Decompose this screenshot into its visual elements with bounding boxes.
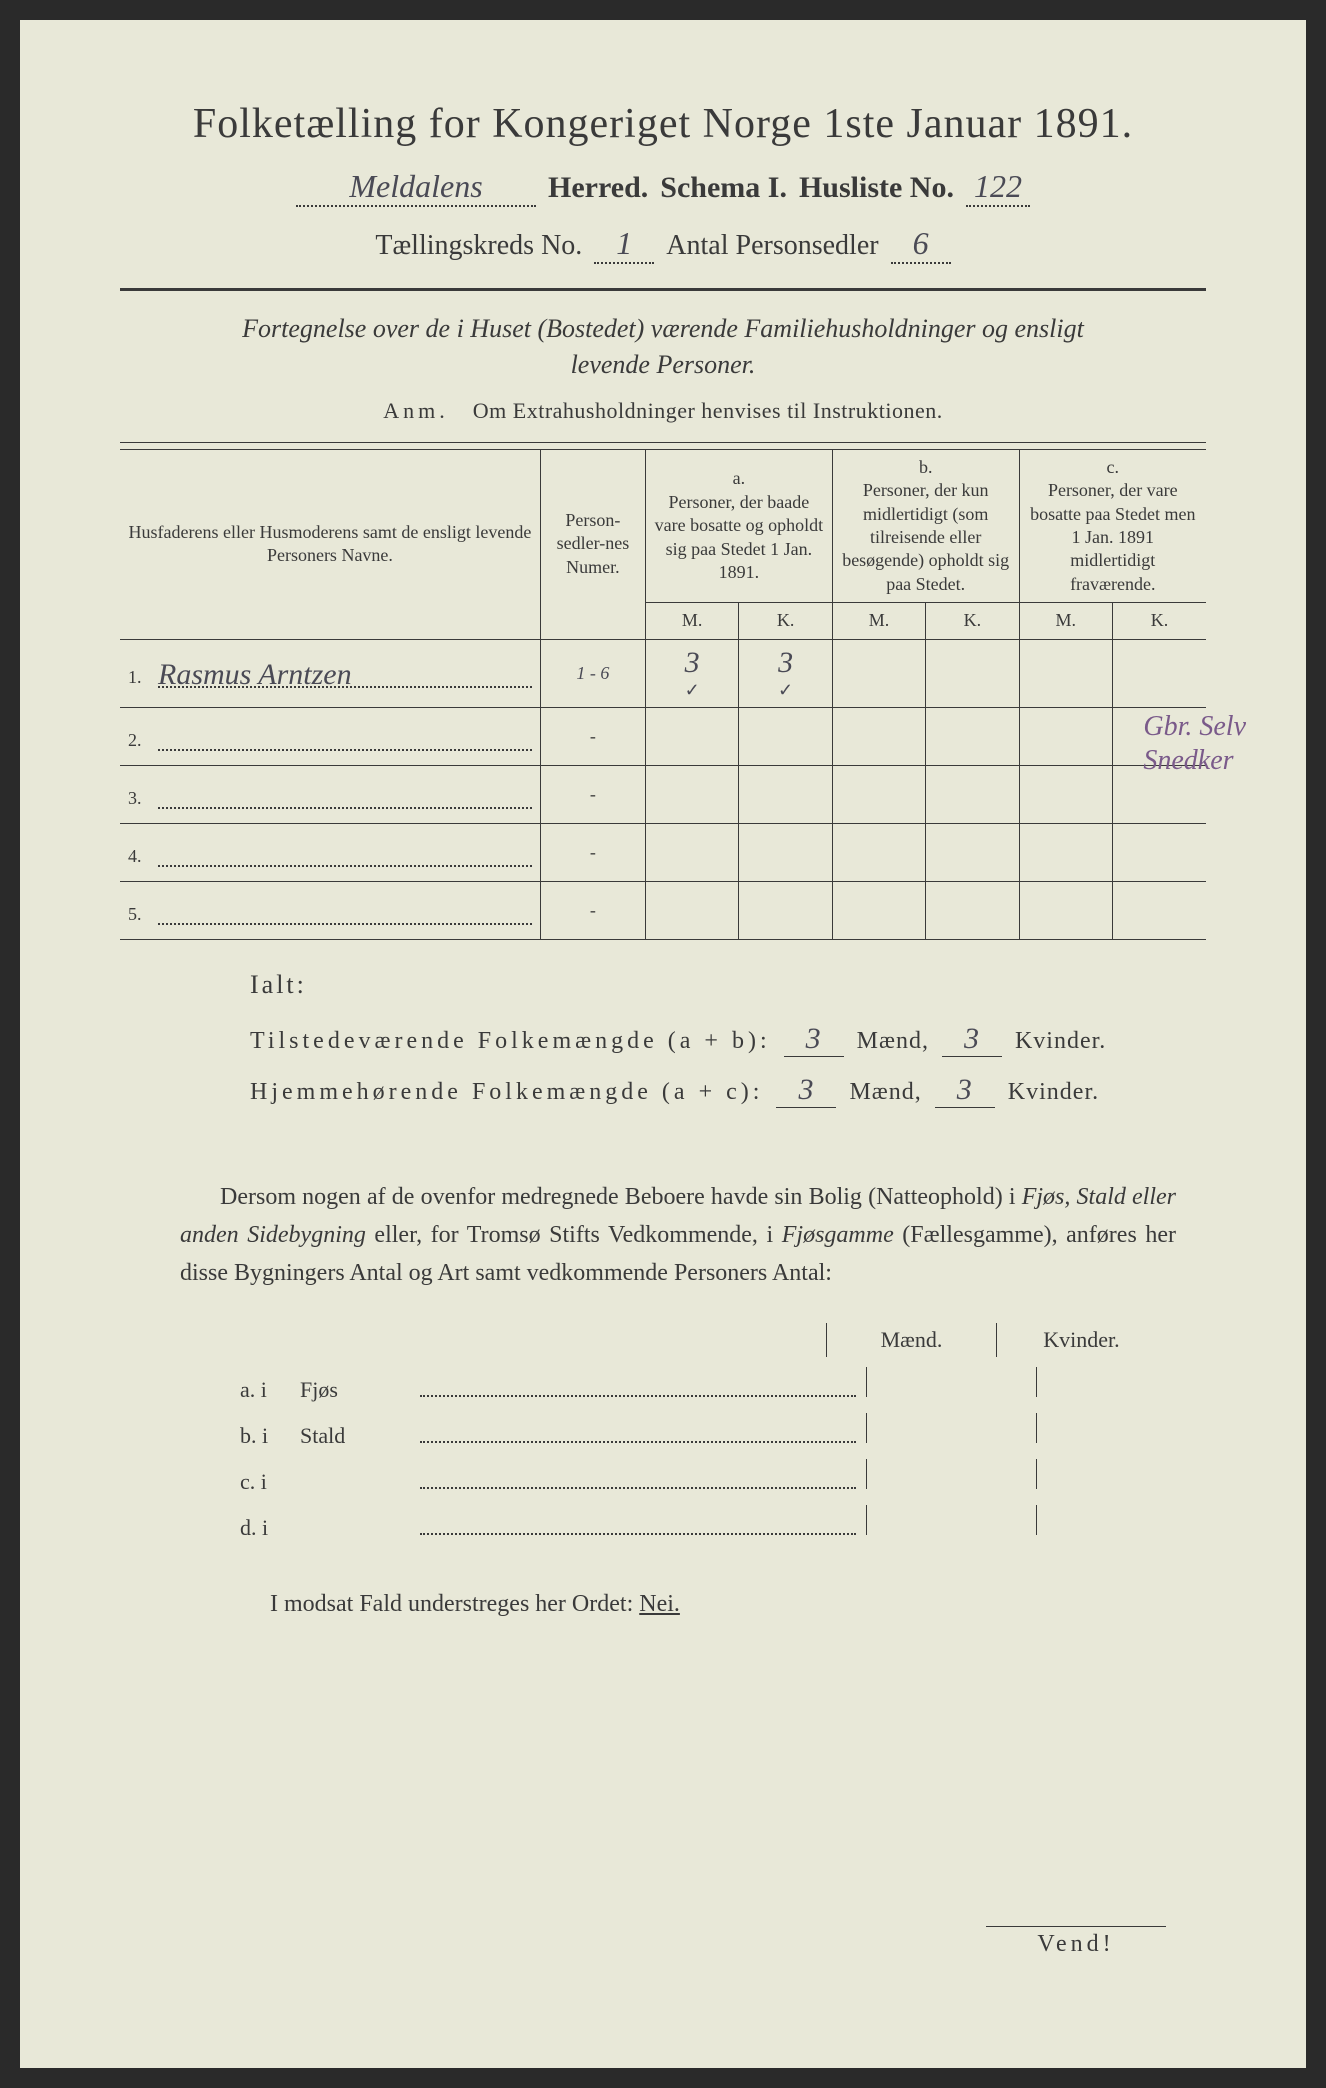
mk-row: a. i Fjøs	[240, 1367, 1206, 1403]
header-line-3: Tællingskreds No. 1 Antal Personsedler 6	[120, 225, 1206, 264]
antal-label: Antal Personsedler	[666, 230, 878, 262]
ak-cell: 3✓	[739, 639, 832, 707]
table-row: 4. -	[120, 823, 1206, 881]
subtitle: Fortegnelse over de i Huset (Bostedet) v…	[200, 311, 1126, 384]
col-header-a: a. Personer, der baade vare bosatte og o…	[645, 449, 832, 602]
vend-label: Vend!	[986, 1926, 1166, 1958]
herred-label: Herred.	[548, 171, 648, 205]
ialt-line-2: Hjemmehørende Folkemængde (a + c): 3 Mæn…	[250, 1073, 1206, 1108]
col-c-m: M.	[1019, 603, 1112, 639]
nei-line: I modsat Fald understreges her Ordet: Ne…	[270, 1591, 1206, 1618]
col-header-name: Husfaderens eller Husmoderens samt de en…	[120, 449, 540, 639]
col-a-k: K.	[739, 603, 832, 639]
col-header-b: b. Personer, der kun midlertidigt (som t…	[832, 449, 1019, 602]
ialt-2-k: 3	[935, 1073, 995, 1108]
pnum-cell: 1 - 6	[540, 639, 645, 707]
mk-maend: Mænd.	[826, 1323, 996, 1357]
divider	[120, 288, 1206, 291]
mk-kvinder: Kvinder.	[996, 1323, 1166, 1357]
kreds-label: Tællingskreds No.	[375, 230, 582, 262]
ialt-1-k: 3	[942, 1022, 1002, 1057]
annotation-line: Anm. Om Extrahusholdninger henvises til …	[120, 398, 1206, 424]
husliste-field: 122	[966, 168, 1030, 207]
page-title: Folketælling for Kongeriget Norge 1ste J…	[120, 100, 1206, 148]
col-b-k: K.	[926, 603, 1019, 639]
building-table: Mænd. Kvinder. a. i Fjøs b. i Stald c. i…	[240, 1323, 1206, 1541]
col-c-k: K.	[1113, 603, 1207, 639]
divider-thin	[120, 442, 1206, 443]
name-cell: Rasmus Arntzen	[158, 658, 532, 688]
nei-word: Nei.	[639, 1591, 680, 1617]
census-table: Husfaderens eller Husmoderens samt de en…	[120, 449, 1206, 940]
header-line-2: Meldalens Herred. Schema I. Husliste No.…	[120, 168, 1206, 207]
antal-field: 6	[891, 225, 951, 264]
anm-label: Anm.	[383, 398, 449, 423]
table-row: 5. -	[120, 881, 1206, 939]
col-a-m: M.	[645, 603, 738, 639]
census-form-page: Folketælling for Kongeriget Norge 1ste J…	[20, 20, 1306, 2068]
instructions-paragraph: Dersom nogen af de ovenfor medregnede Be…	[180, 1178, 1176, 1293]
col-header-num: Person-sedler-nes Numer.	[540, 449, 645, 639]
ialt-1-m: 3	[784, 1022, 844, 1057]
anm-text: Om Extrahusholdninger henvises til Instr…	[473, 398, 943, 423]
mk-row: c. i	[240, 1459, 1206, 1495]
margin-note: Gbr. Selv Snedker	[1143, 710, 1246, 777]
table-row: 1.Rasmus Arntzen 1 - 6 3✓ 3✓	[120, 639, 1206, 707]
ialt-2-m: 3	[776, 1073, 836, 1108]
kreds-field: 1	[594, 225, 654, 264]
mk-row: b. i Stald	[240, 1413, 1206, 1449]
schema-label: Schema I.	[660, 171, 787, 205]
col-header-c: c. Personer, der vare bosatte paa Stedet…	[1019, 449, 1206, 602]
husliste-label: Husliste No.	[799, 171, 954, 205]
table-row: 3. -	[120, 765, 1206, 823]
ialt-line-1: Tilstedeværende Folkemængde (a + b): 3 M…	[250, 1022, 1206, 1057]
mk-row: d. i	[240, 1505, 1206, 1541]
herred-field: Meldalens	[296, 168, 536, 207]
totals-section: Ialt: Tilstedeværende Folkemængde (a + b…	[120, 970, 1206, 1108]
am-cell: 3✓	[645, 639, 738, 707]
table-row: 2. -	[120, 707, 1206, 765]
ialt-title: Ialt:	[250, 970, 1206, 1000]
col-b-m: M.	[832, 603, 925, 639]
mk-header: Mænd. Kvinder.	[240, 1323, 1206, 1357]
